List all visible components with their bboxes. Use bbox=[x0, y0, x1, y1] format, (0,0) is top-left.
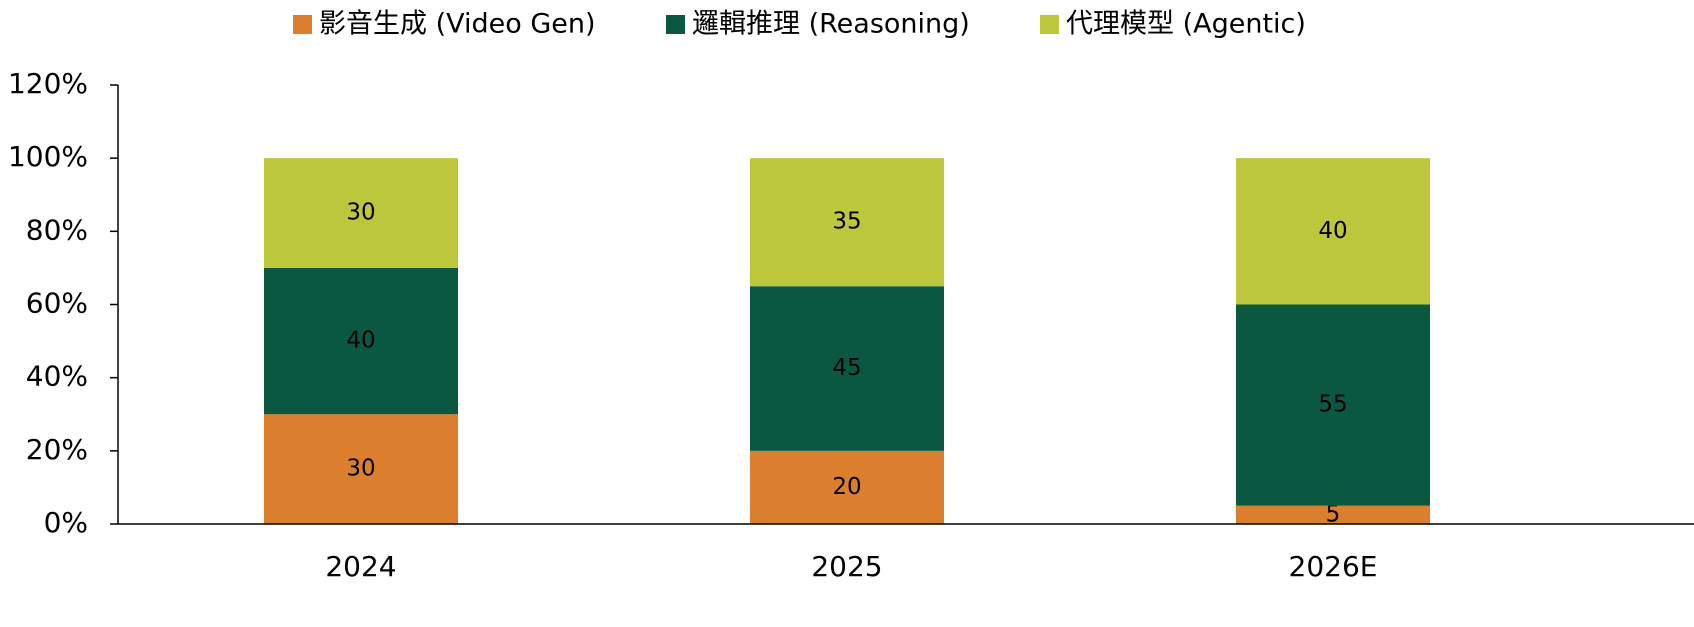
x-tick-label: 2024 bbox=[325, 550, 396, 583]
y-tick-label: 100% bbox=[8, 140, 88, 173]
data-label: 20 bbox=[832, 474, 861, 500]
bar-segment bbox=[750, 158, 944, 287]
data-label: 5 bbox=[1326, 501, 1341, 527]
legend-label: 邏輯推理 (Reasoning) bbox=[692, 9, 970, 40]
y-tick-label: 40% bbox=[26, 360, 88, 393]
data-label: 30 bbox=[346, 200, 375, 226]
data-label: 40 bbox=[346, 328, 375, 354]
x-tick-label: 2026E bbox=[1289, 550, 1378, 583]
y-tick-label: 120% bbox=[8, 67, 88, 100]
legend-label: 影音生成 (Video Gen) bbox=[319, 9, 596, 40]
bar-segment bbox=[750, 450, 944, 524]
bar-segment bbox=[264, 414, 458, 524]
y-tick-label: 80% bbox=[26, 213, 88, 246]
legend-swatch bbox=[666, 15, 685, 34]
bar-segment bbox=[264, 158, 458, 268]
legend-swatch bbox=[1040, 15, 1059, 34]
data-label: 35 bbox=[832, 209, 861, 235]
legend-swatch bbox=[293, 15, 312, 34]
x-tick-label: 2025 bbox=[811, 550, 882, 583]
legend-label: 代理模型 (Agentic) bbox=[1066, 9, 1306, 40]
bar-segment bbox=[1236, 505, 1430, 524]
bar-segment bbox=[264, 267, 458, 415]
bar-segment bbox=[1236, 304, 1430, 506]
bar-segment bbox=[750, 286, 944, 451]
data-label: 30 bbox=[346, 456, 375, 482]
y-tick-label: 20% bbox=[26, 433, 88, 466]
bar-segment bbox=[1236, 158, 1430, 305]
data-label: 40 bbox=[1318, 218, 1347, 244]
data-label: 45 bbox=[832, 355, 861, 381]
y-tick-label: 60% bbox=[26, 287, 88, 320]
data-label: 55 bbox=[1318, 392, 1347, 418]
y-tick-label: 0% bbox=[44, 506, 88, 539]
